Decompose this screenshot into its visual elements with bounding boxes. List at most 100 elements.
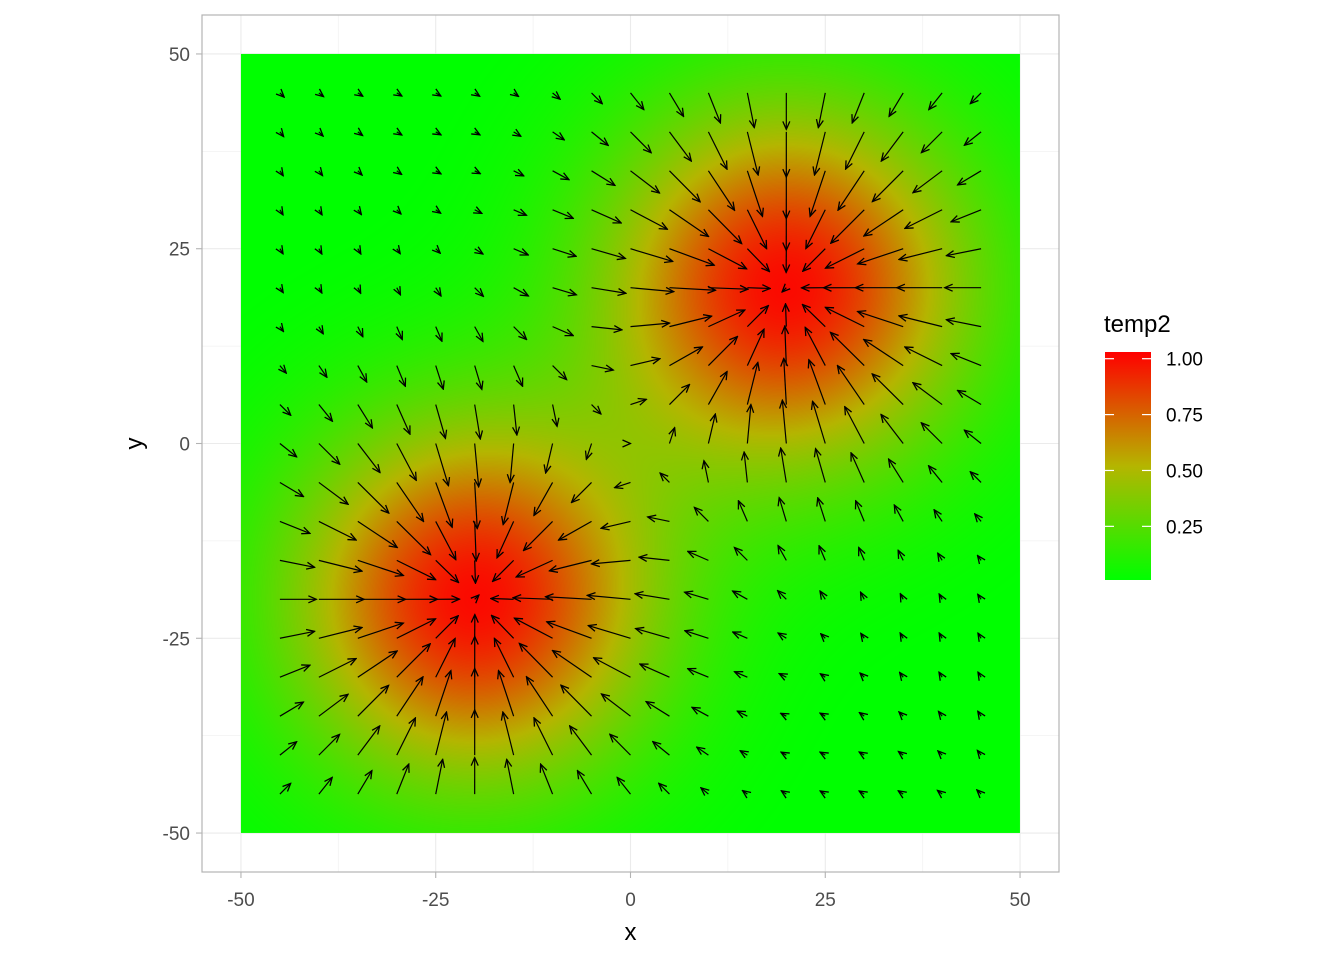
- field-arrow: [668, 92, 683, 117]
- field-arrow: [357, 482, 389, 513]
- field-arrow: [939, 672, 942, 677]
- field-arrow: [397, 132, 402, 135]
- x-tick-label: -25: [422, 890, 449, 911]
- y-tick-label: 25: [169, 240, 190, 261]
- field-arrow: [591, 366, 614, 370]
- field-arrow: [545, 597, 592, 600]
- field-arrow: [810, 170, 826, 217]
- field-arrow: [708, 248, 746, 269]
- field-arrow: [861, 633, 864, 638]
- field-arrow: [746, 209, 766, 249]
- field-arrow: [881, 131, 904, 161]
- field-arrow: [898, 791, 903, 794]
- field-arrow: [707, 337, 737, 367]
- field-arrow: [526, 677, 554, 717]
- field-arrow: [396, 764, 409, 795]
- field-arrow: [970, 472, 982, 483]
- field-arrow: [397, 171, 402, 175]
- field-arrow: [820, 591, 825, 599]
- field-arrow: [946, 320, 982, 328]
- field-arrow: [781, 448, 787, 483]
- field-arrow: [358, 132, 363, 136]
- field-arrow: [513, 326, 527, 340]
- field-arrow: [640, 664, 670, 678]
- field-arrow: [591, 404, 601, 414]
- field-arrow: [396, 559, 436, 579]
- field-arrow: [708, 310, 744, 328]
- field-arrow: [552, 326, 574, 336]
- legend-title: temp2: [1104, 311, 1171, 338]
- field-arrow: [318, 481, 348, 504]
- field-arrow: [280, 210, 283, 215]
- field-arrow: [570, 726, 593, 756]
- field-arrow: [978, 711, 981, 716]
- field-arrow: [475, 249, 483, 254]
- field-arrow: [978, 672, 981, 677]
- field-arrow: [279, 702, 303, 717]
- field-arrow: [894, 505, 904, 522]
- field-arrow: [318, 443, 340, 465]
- field-arrow: [899, 248, 943, 260]
- field-arrow: [435, 404, 446, 439]
- field-arrow: [669, 170, 700, 202]
- field-arrow: [781, 791, 786, 794]
- field-arrow: [318, 694, 348, 717]
- field-arrow: [436, 288, 441, 296]
- field-arrow: [546, 443, 554, 473]
- field-arrow: [975, 514, 981, 522]
- field-arrow: [660, 473, 670, 483]
- field-arrow: [435, 559, 459, 582]
- field-arrow: [319, 93, 324, 97]
- field-arrow: [524, 520, 554, 550]
- field-arrow: [436, 249, 441, 254]
- field-arrow: [514, 93, 519, 97]
- field-arrow: [746, 131, 758, 175]
- field-arrow: [958, 390, 982, 406]
- field-arrow: [435, 616, 458, 639]
- field-arrow: [397, 288, 401, 295]
- field-arrow: [659, 783, 670, 795]
- field-arrow: [397, 93, 402, 96]
- x-tick-label: 50: [1009, 890, 1030, 911]
- field-arrow: [820, 791, 825, 794]
- field-arrow: [929, 92, 943, 110]
- field-arrow: [318, 627, 362, 639]
- field-arrow: [592, 560, 631, 564]
- field-arrow: [964, 131, 982, 145]
- field-arrow: [601, 694, 631, 717]
- field-arrow: [831, 209, 865, 243]
- field-arrow: [436, 93, 441, 96]
- field-arrow: [864, 339, 904, 367]
- field-arrow: [707, 414, 715, 444]
- field-arrow: [704, 461, 708, 483]
- field-arrow: [319, 327, 323, 334]
- field-arrow: [816, 449, 826, 483]
- field-arrow: [978, 556, 982, 561]
- field-arrow: [475, 482, 478, 528]
- field-arrow: [572, 482, 592, 502]
- field-arrow: [743, 791, 748, 795]
- field-arrow: [475, 171, 481, 174]
- field-arrow: [493, 559, 515, 581]
- field-arrow: [474, 365, 482, 390]
- field-arrow: [913, 383, 943, 406]
- field-arrow: [630, 92, 644, 110]
- field-arrow: [357, 520, 397, 547]
- field-arrow: [617, 777, 631, 795]
- field-arrow: [435, 365, 444, 390]
- field-arrow: [396, 619, 436, 639]
- field-arrow: [735, 672, 748, 677]
- field-arrow: [552, 170, 569, 180]
- field-arrow: [899, 712, 903, 716]
- field-arrow: [859, 752, 864, 755]
- field-arrow: [630, 359, 660, 367]
- field-arrow: [591, 92, 603, 104]
- field-arrow: [397, 249, 400, 254]
- field-arrow: [818, 92, 826, 128]
- field-arrow: [552, 365, 567, 380]
- field-arrow: [784, 358, 787, 405]
- field-arrow: [474, 404, 481, 439]
- field-arrow: [805, 327, 826, 366]
- field-arrow: [845, 407, 865, 444]
